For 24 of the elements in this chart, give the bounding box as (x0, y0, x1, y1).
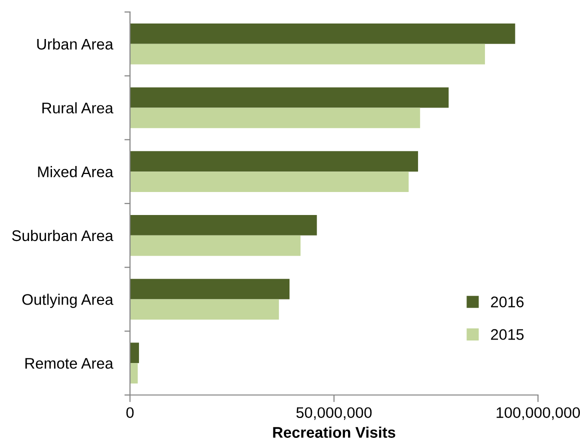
bar (130, 23, 516, 44)
y-tick-label: Outlying Area (22, 294, 114, 308)
x-tick-label: 100,000,000 (496, 407, 580, 420)
bar (130, 108, 420, 128)
bar (130, 214, 317, 236)
bar (130, 44, 485, 64)
legend-label: 2015 (491, 329, 524, 340)
y-tick-label: Remote Area (25, 358, 114, 369)
y-tick-label: Urban Area (37, 38, 114, 50)
y-tick-label: Rural Area (42, 102, 114, 114)
bar (130, 299, 279, 320)
y-tick-label: Suburban Area (12, 230, 114, 242)
bar (130, 151, 418, 172)
bar (130, 87, 449, 108)
bar (130, 342, 139, 364)
x-tick-label: 0 (126, 407, 134, 418)
legend-label: 2016 (491, 296, 524, 308)
x-axis-title: Recreation Visits (273, 426, 396, 438)
x-tick-label: 50,000,000 (296, 407, 372, 420)
bar (130, 363, 138, 384)
bar (130, 278, 290, 300)
bar (130, 235, 301, 256)
y-tick-label: Mixed Area (38, 166, 114, 178)
bar (130, 172, 409, 192)
